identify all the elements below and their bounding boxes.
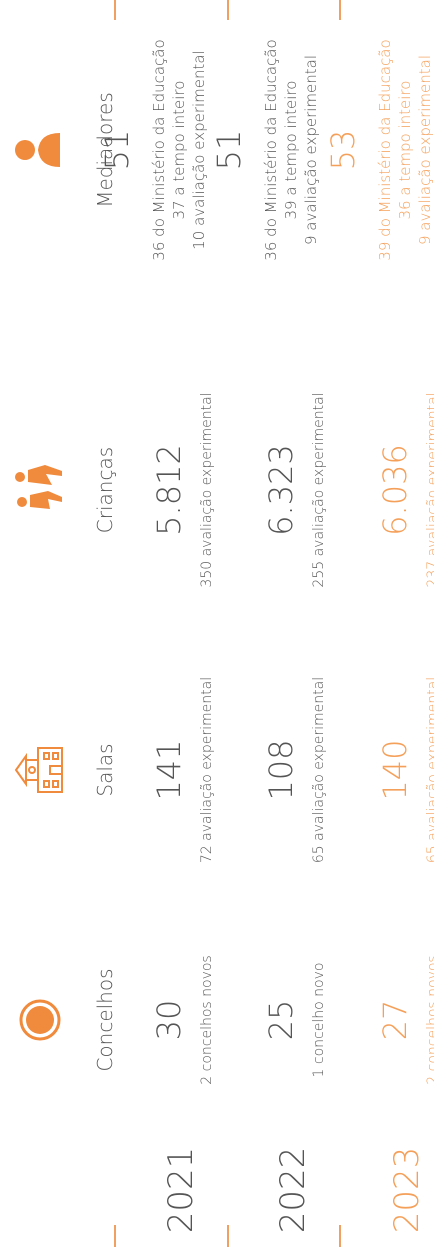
cell-note: 72 avaliação experimental (199, 677, 215, 863)
cell-note: 36 do Ministério da Educação (262, 39, 280, 260)
cell-note: 1 concelho novo (311, 963, 327, 1078)
rotated-table: Concelhos Salas Crianças Mediadores 2021 30 2 … (14, 0, 434, 1247)
column-header: Concelhos (93, 968, 117, 1071)
icon-criancas (15, 465, 62, 509)
cell-value: 6.323 (262, 444, 300, 536)
cell-note: 9 avaliação experimental (302, 55, 320, 245)
cell-value: 25 (262, 1000, 300, 1041)
cell-note: 65 avaliação experimental (311, 677, 327, 863)
cell-note: 37 a tempo inteiro (170, 81, 188, 220)
cell-note: 255 avaliação experimental (311, 392, 327, 587)
cell-note: 237 avaliação experimental (425, 392, 434, 587)
icon-salas (14, 747, 63, 793)
year: 2021 (161, 1147, 201, 1234)
cell-value: 27 (376, 1000, 414, 1041)
icon-concelhos (19, 999, 61, 1041)
cell-note: 9 avaliação experimental (416, 55, 434, 245)
cell-value: 51 (98, 130, 136, 171)
year: 2023 (387, 1147, 427, 1234)
cell-value: 51 (210, 130, 248, 171)
cell-note: 36 do Ministério da Educação (150, 39, 168, 260)
cell-value: 30 (150, 1000, 188, 1041)
cell-value: 53 (324, 130, 362, 171)
column-header: Salas (93, 743, 117, 796)
cell-value: 108 (262, 739, 300, 800)
cell-note: 36 a tempo inteiro (396, 81, 414, 220)
year: 2022 (273, 1147, 313, 1234)
cell-value: 140 (376, 739, 414, 800)
cell-note: 10 avaliação experimental (190, 50, 208, 250)
cell-value: 141 (150, 739, 188, 800)
cell-note: 2 concelhos novos (425, 955, 434, 1084)
separators (114, 0, 341, 1247)
cell-value: 6.036 (376, 444, 414, 536)
cell-note: 39 do Ministério da Educação (376, 39, 394, 260)
icon-mediadores (15, 133, 60, 167)
cell-value: 5.812 (150, 444, 188, 536)
column-header: Crianças (93, 447, 117, 533)
cell-note: 350 avaliação experimental (199, 392, 215, 587)
cell-note: 39 a tempo inteiro (282, 81, 300, 220)
column-header: Mediadores (93, 92, 117, 208)
cell-note: 65 avaliação experimental (425, 677, 434, 863)
cell-note: 2 concelhos novos (199, 955, 215, 1084)
